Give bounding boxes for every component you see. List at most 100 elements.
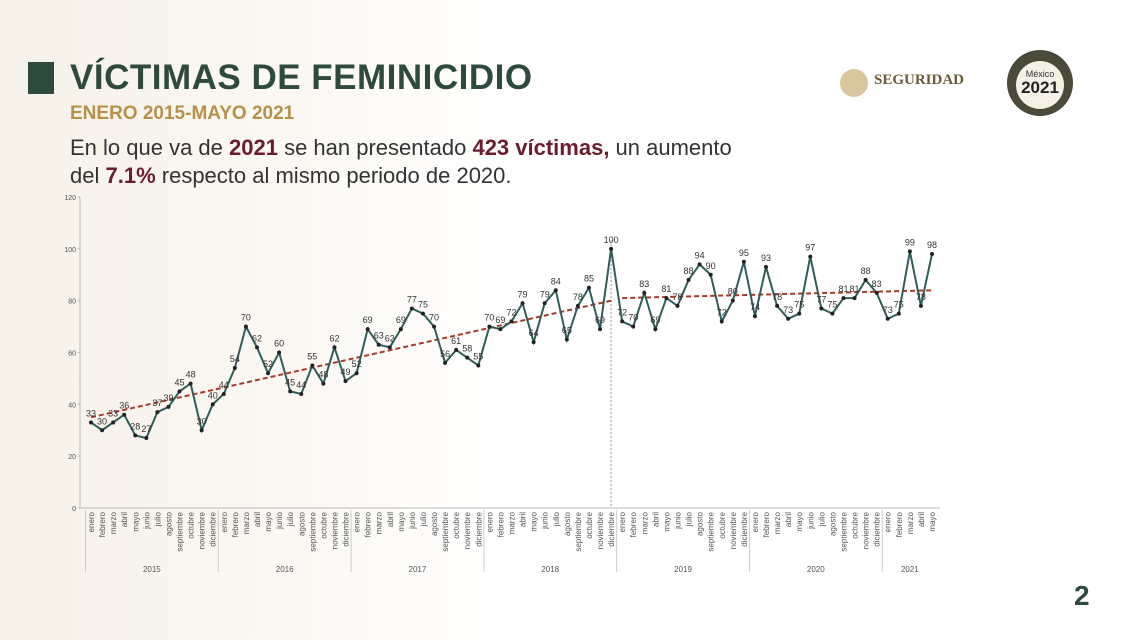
point xyxy=(155,410,160,415)
description-part: se han presentado xyxy=(277,135,473,160)
point xyxy=(177,389,182,394)
description-part: 423 víctimas, xyxy=(472,135,610,160)
value-label: 69 xyxy=(363,315,373,325)
x-tick-label: septiembre xyxy=(707,511,716,551)
y-tick-label: 60 xyxy=(68,351,76,358)
x-tick-label: febrero xyxy=(629,511,638,537)
description-part: En lo que va de xyxy=(70,135,230,160)
point xyxy=(89,420,93,425)
x-tick-label: marzo xyxy=(508,511,517,534)
value-label: 45 xyxy=(285,377,295,387)
x-tick-label: mayo xyxy=(928,511,937,531)
point xyxy=(487,324,492,329)
x-tick-label: noviembre xyxy=(463,511,472,549)
y-tick-label: 80 xyxy=(68,299,76,306)
value-label: 88 xyxy=(861,266,871,276)
value-label: 70 xyxy=(429,313,439,323)
point xyxy=(686,277,691,282)
x-tick-label: mayo xyxy=(530,511,539,531)
point xyxy=(575,303,580,308)
point xyxy=(111,420,116,425)
x-tick-label: abril xyxy=(253,512,262,527)
description-part: respecto al mismo periodo de 2020. xyxy=(155,163,512,188)
x-tick-label: enero xyxy=(884,511,893,532)
x-tick-label: noviembre xyxy=(330,511,339,549)
point xyxy=(221,391,226,396)
logo-country: México xyxy=(1026,69,1055,79)
value-label: 94 xyxy=(695,250,705,260)
x-tick-label: abril xyxy=(519,512,528,527)
point xyxy=(376,342,381,347)
point xyxy=(288,389,293,394)
description-part: 7.1% xyxy=(105,163,156,188)
x-tick-label: octubre xyxy=(319,511,328,538)
year-label: 2020 xyxy=(807,565,825,574)
point xyxy=(210,402,215,407)
value-label: 90 xyxy=(706,261,716,271)
x-tick-label: febrero xyxy=(364,511,373,537)
logo-emblem xyxy=(840,69,868,97)
x-tick-label: octubre xyxy=(718,511,727,538)
value-label: 55 xyxy=(473,351,483,361)
x-tick-label: diciembre xyxy=(740,511,749,546)
y-tick-label: 20 xyxy=(68,454,76,461)
value-label: 70 xyxy=(484,313,494,323)
point xyxy=(531,340,536,345)
value-label: 83 xyxy=(639,279,649,289)
x-tick-label: abril xyxy=(386,512,395,527)
value-label: 27 xyxy=(141,424,151,434)
point xyxy=(454,347,459,352)
x-tick-label: julio xyxy=(153,511,162,527)
value-label: 40 xyxy=(208,390,218,400)
x-tick-label: febrero xyxy=(98,511,107,537)
y-tick-label: 0 xyxy=(72,506,76,513)
point xyxy=(498,327,503,332)
x-tick-label: enero xyxy=(485,511,494,532)
point xyxy=(764,264,769,269)
x-tick-label: junio xyxy=(142,511,151,529)
x-tick-label: mayo xyxy=(264,511,273,531)
point xyxy=(719,319,724,324)
point xyxy=(675,303,680,308)
point xyxy=(133,433,138,438)
value-label: 73 xyxy=(883,305,893,315)
x-tick-label: mayo xyxy=(662,511,671,531)
point xyxy=(144,436,149,441)
point xyxy=(896,311,901,316)
x-tick-label: mayo xyxy=(397,511,406,531)
point xyxy=(509,319,514,324)
value-label: 72 xyxy=(617,307,627,317)
x-tick-label: febrero xyxy=(895,511,904,537)
value-label: 97 xyxy=(805,243,815,253)
x-tick-label: abril xyxy=(120,512,129,527)
x-tick-label: julio xyxy=(419,511,428,527)
y-tick-label: 100 xyxy=(64,247,76,254)
point xyxy=(775,303,780,308)
value-label: 55 xyxy=(307,351,317,361)
value-label: 81 xyxy=(838,284,848,294)
point xyxy=(598,327,603,332)
value-label: 45 xyxy=(175,377,185,387)
x-tick-label: abril xyxy=(784,512,793,527)
value-label: 95 xyxy=(739,248,749,258)
value-label: 81 xyxy=(850,284,860,294)
value-label: 85 xyxy=(584,274,594,284)
x-tick-label: septiembre xyxy=(839,511,848,551)
year-label: 2015 xyxy=(143,565,161,574)
x-tick-label: enero xyxy=(87,511,96,532)
value-label: 75 xyxy=(827,300,837,310)
value-label: 73 xyxy=(783,305,793,315)
value-label: 54 xyxy=(230,354,240,364)
x-tick-label: agosto xyxy=(164,511,173,536)
year-label: 2016 xyxy=(276,565,294,574)
y-tick-label: 40 xyxy=(68,402,76,409)
x-tick-label: noviembre xyxy=(729,511,738,549)
x-tick-label: marzo xyxy=(375,511,384,534)
value-label: 79 xyxy=(518,289,528,299)
x-tick-label: marzo xyxy=(242,511,251,534)
x-tick-label: marzo xyxy=(906,511,915,534)
value-label: 37 xyxy=(152,398,162,408)
value-label: 49 xyxy=(341,367,351,377)
